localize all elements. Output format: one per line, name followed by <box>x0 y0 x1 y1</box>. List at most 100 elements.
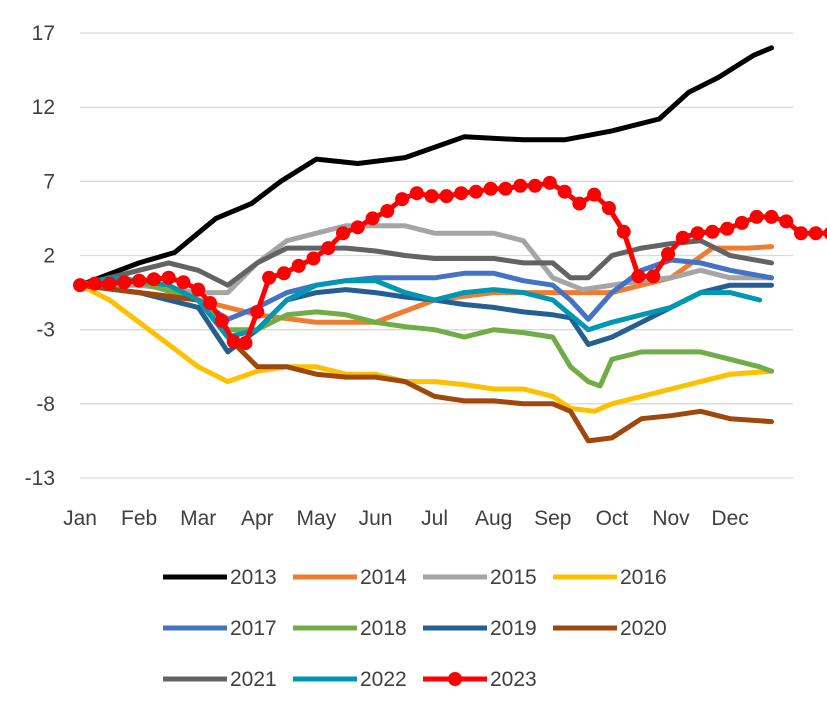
legend: 2013 2014 2015 2016 2017 2018 2019 2020 2021 2022… <box>163 566 667 691</box>
data-point <box>675 230 690 245</box>
x-tick-label: Sep <box>534 507 571 530</box>
legend-label: 2018 <box>360 617 407 640</box>
y-tick-label: 17 <box>32 22 55 45</box>
x-tick-label: May <box>297 507 337 530</box>
x-axis-tick-labels: Jan Feb Mar Apr May Jun Jul Aug Sep Oct Nov Dec <box>63 507 749 530</box>
legend-item-2023: 2023 <box>423 668 537 691</box>
data-point <box>276 266 291 281</box>
data-point <box>226 334 241 349</box>
legend-item-2014: 2014 <box>293 566 407 589</box>
x-tick-label: Nov <box>652 507 690 530</box>
x-tick-label: Jul <box>421 507 448 530</box>
legend-label: 2022 <box>360 668 407 691</box>
data-point <box>395 192 410 207</box>
y-tick-label: 2 <box>43 245 55 268</box>
data-point <box>808 226 823 241</box>
data-point <box>513 178 528 193</box>
data-point <box>498 181 513 196</box>
x-tick-label: Jan <box>63 507 97 530</box>
data-point <box>705 224 720 239</box>
legend-item-2016: 2016 <box>553 566 667 589</box>
data-point <box>73 278 87 293</box>
legend-label: 2014 <box>360 566 407 589</box>
data-point <box>572 196 587 211</box>
data-point <box>542 175 557 190</box>
x-tick-label: Jun <box>359 507 393 530</box>
series-line-2018 <box>77 275 774 389</box>
data-point <box>291 258 306 273</box>
series-2017 <box>77 257 774 322</box>
data-point <box>661 247 676 262</box>
data-point <box>350 220 365 235</box>
data-point <box>779 214 794 229</box>
data-point <box>365 211 380 226</box>
series-line-2023 <box>77 180 827 346</box>
legend-label: 2016 <box>620 566 667 589</box>
data-point <box>380 204 395 218</box>
legend-label: 2021 <box>230 668 277 691</box>
data-point <box>262 270 277 285</box>
data-point <box>214 313 229 328</box>
series-lines <box>73 45 827 444</box>
series-line-2020 <box>77 282 774 444</box>
legend-item-2021: 2021 <box>163 668 277 691</box>
data-point <box>176 275 191 290</box>
legend-item-2022: 2022 <box>293 668 407 691</box>
x-tick-label: Aug <box>475 507 512 530</box>
series-line-2013 <box>77 45 774 288</box>
series-line-2022 <box>77 275 763 340</box>
legend-item-2013: 2013 <box>163 566 277 589</box>
data-point <box>690 226 705 241</box>
data-point <box>601 201 616 216</box>
y-tick-label: -13 <box>25 467 55 490</box>
data-point <box>631 269 646 284</box>
legend-item-2018: 2018 <box>293 617 407 640</box>
y-tick-label: -3 <box>36 319 55 342</box>
series-2016 <box>77 282 774 414</box>
x-tick-label: Mar <box>180 507 216 530</box>
data-point <box>161 270 176 285</box>
data-point <box>764 209 779 224</box>
data-point <box>132 273 147 288</box>
data-point <box>409 186 424 201</box>
legend-item-2015: 2015 <box>423 566 537 589</box>
series-line-2016 <box>77 282 774 414</box>
data-point <box>734 215 749 230</box>
data-point <box>483 181 498 196</box>
data-point <box>794 226 809 241</box>
y-tick-label: -8 <box>36 393 55 416</box>
legend-label: 2020 <box>620 617 667 640</box>
data-point <box>587 187 602 202</box>
y-tick-label: 7 <box>43 170 55 193</box>
legend-marker <box>448 672 462 686</box>
data-point <box>335 226 350 241</box>
data-point <box>306 251 321 266</box>
data-point <box>102 276 117 291</box>
data-point <box>528 178 543 193</box>
legend-item-2020: 2020 <box>553 617 667 640</box>
legend-item-2019: 2019 <box>423 617 537 640</box>
data-point <box>616 224 631 239</box>
legend-label: 2013 <box>230 566 277 589</box>
x-tick-label: Apr <box>241 507 274 530</box>
data-point <box>238 336 253 351</box>
data-point <box>720 221 735 236</box>
legend-item-2017: 2017 <box>163 617 277 640</box>
data-point <box>468 184 483 199</box>
y-tick-label: 12 <box>32 96 55 119</box>
data-point <box>250 304 265 319</box>
data-point <box>439 189 454 204</box>
series-2013 <box>77 45 774 288</box>
legend-label: 2023 <box>490 668 537 691</box>
x-tick-label: Feb <box>121 507 157 530</box>
data-point <box>321 241 336 256</box>
series-2022 <box>77 275 763 340</box>
series-line-2021 <box>77 238 774 288</box>
data-point <box>146 272 161 287</box>
data-point <box>646 269 661 284</box>
data-point <box>424 189 439 204</box>
x-tick-label: Oct <box>596 507 629 530</box>
data-point <box>191 282 206 297</box>
series-2018 <box>77 275 774 389</box>
